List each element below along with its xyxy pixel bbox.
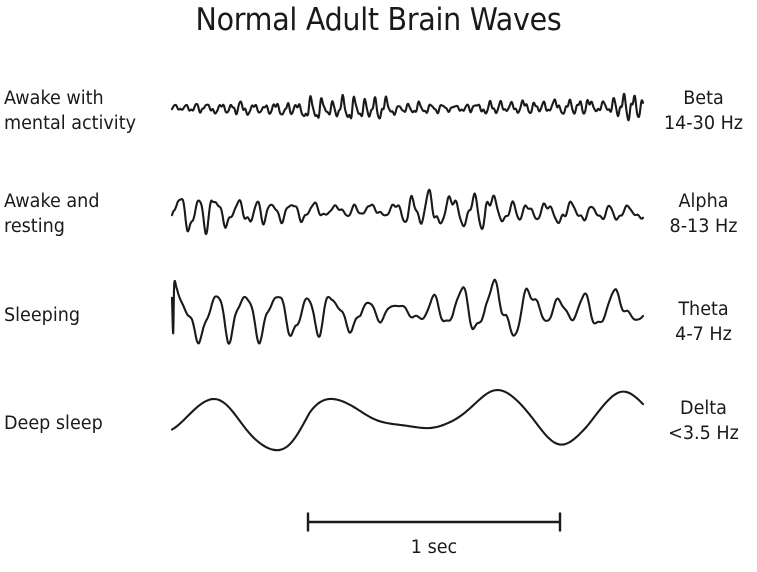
waveform-delta [170, 388, 645, 452]
band-label-beta: Beta 14-30 Hz [653, 86, 755, 136]
band-label-delta: Delta <3.5 Hz [653, 396, 755, 446]
waveform-alpha [170, 188, 645, 236]
state-label-alpha: Awake and resting [4, 191, 100, 237]
state-label-delta: Deep sleep [4, 413, 103, 434]
band-name-theta: Theta [678, 299, 729, 320]
page-title: Normal Adult Brain Waves [195, 2, 562, 38]
band-label-theta: Theta 4-7 Hz [653, 297, 755, 347]
band-label-alpha: Alpha 8-13 Hz [653, 189, 755, 239]
band-range-theta: 4-7 Hz [675, 324, 732, 345]
waveform-theta [170, 278, 645, 345]
band-range-beta: 14-30 Hz [663, 113, 744, 134]
band-name-delta: Delta [680, 398, 727, 419]
band-name-beta: Beta [683, 88, 724, 109]
band-name-alpha: Alpha [678, 191, 729, 212]
state-label-beta: Awake with mental activity [4, 88, 136, 134]
scale-bar-caption: 1 sec [410, 537, 458, 558]
band-range-delta: <3.5 Hz [668, 423, 739, 444]
state-label-theta: Sleeping [4, 305, 80, 326]
waveform-beta [170, 92, 645, 122]
band-range-alpha: 8-13 Hz [669, 216, 738, 237]
